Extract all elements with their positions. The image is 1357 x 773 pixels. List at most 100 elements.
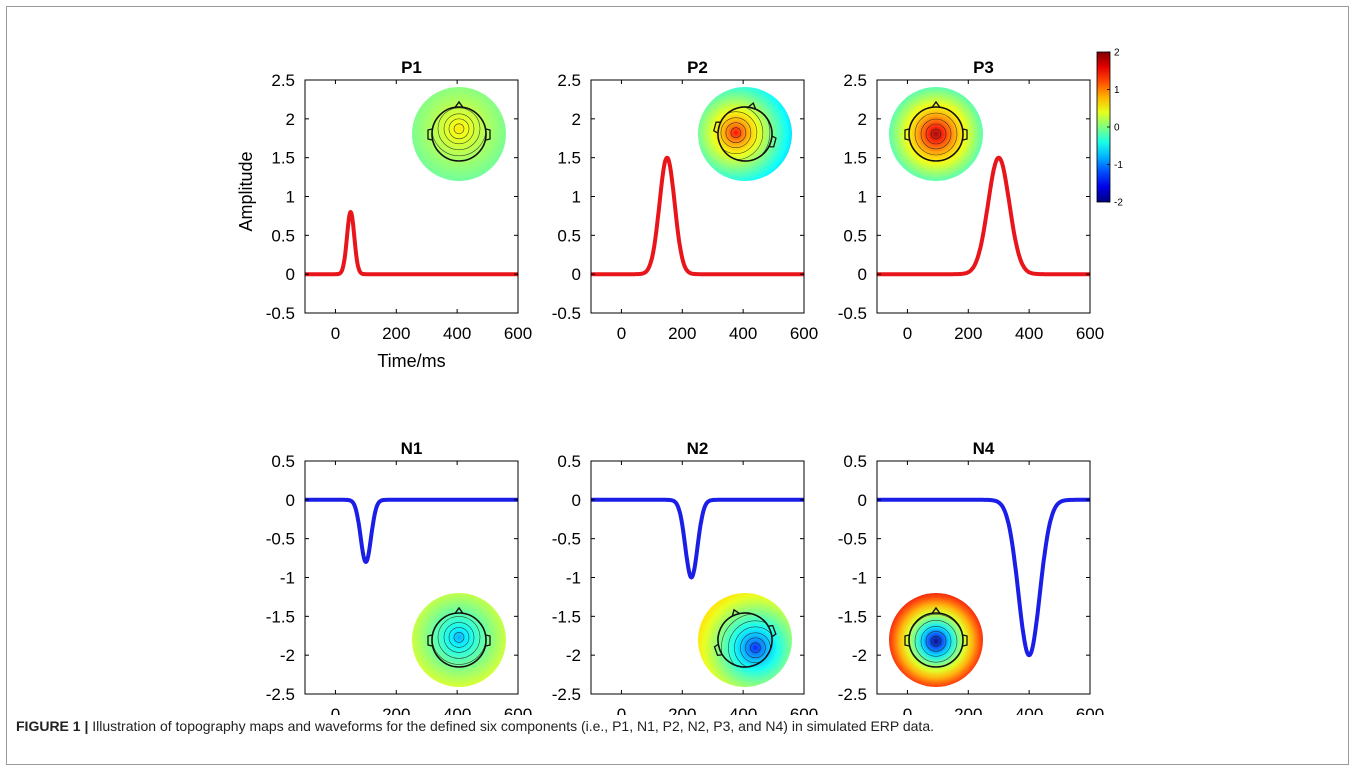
y-tick-label: -0.5 (838, 304, 867, 323)
topomap-n2 (698, 593, 792, 687)
head-outline (713, 101, 777, 162)
x-tick-label: 600 (504, 705, 532, 715)
colorbar-tick-label: 0 (1114, 123, 1120, 134)
y-tick-label: 2 (572, 110, 581, 129)
head-outline (713, 608, 777, 668)
erp-figure: -0.500.511.522.50 200 400 600P1Time/msAmpli… (236, 48, 1123, 716)
x-tick-label: 400 (1015, 324, 1043, 343)
x-tick-label: 400 (1015, 705, 1043, 715)
colorbar-tick-label: -2 (1114, 198, 1123, 209)
panel-title: N2 (687, 439, 709, 458)
x-tick-label: 600 (790, 705, 818, 715)
x-tick-label: 400 (443, 705, 471, 715)
y-tick-label: -1.5 (552, 607, 581, 626)
panel-title: N1 (401, 439, 423, 458)
panel-p3: -0.5 0 0.5 1 1.5 2 2.5 0 200 400 600 P3 (838, 58, 1104, 343)
waveform-line-n1 (303, 497, 520, 564)
topomap-contours (432, 107, 486, 161)
topomap-p3 (889, 87, 983, 181)
y-tick-label: -0.5 (266, 304, 295, 323)
y-tick-label: 2 (286, 110, 295, 129)
y-tick-label: 0 (858, 265, 867, 284)
y-tick-label: 1.5 (843, 149, 867, 168)
y-tick-label: -2.5 (266, 685, 295, 704)
panel-p2: -0.5 0 0.5 1 1.5 2 2.5 0 200 400 600 P2 (552, 58, 818, 343)
x-tick-label: 200 (668, 705, 696, 715)
y-tick-label: 0 (286, 265, 295, 284)
y-tick-label: -2 (566, 646, 581, 665)
x-tick-label: 0 (617, 705, 626, 715)
x-tick-label: 600 (790, 324, 818, 343)
head-outline (904, 100, 968, 162)
x-tick-label: 600 (1076, 705, 1104, 715)
x-tick-label: 600 (1076, 324, 1104, 343)
topomap-disc (698, 87, 792, 181)
head-outline (427, 606, 491, 668)
y-tick-label: 0.5 (557, 226, 581, 245)
y-tick-label: -0.5 (838, 530, 867, 549)
panel-title: P1 (401, 58, 422, 77)
y-tick-label: 0 (858, 491, 867, 510)
waveform-line-p3 (875, 155, 1092, 277)
topomap-contours (909, 613, 963, 667)
topomap-p2 (698, 87, 792, 181)
caption-label: FIGURE 1 | (16, 718, 89, 734)
topomap-disc (698, 593, 792, 687)
waveform-line-p1 (303, 210, 520, 277)
x-tick-label: 0 (331, 324, 340, 343)
y-tick-label: 2.5 (843, 71, 867, 90)
y-tick-label: -1.5 (266, 607, 295, 626)
figure-frame (6, 6, 1349, 765)
topomap-p1 (412, 87, 506, 181)
waveform-line-p2 (589, 155, 806, 277)
y-tick-label: 0.5 (843, 452, 867, 471)
topomap-disc (889, 87, 983, 181)
colorbar-tick-label: 2 (1114, 48, 1120, 59)
y-tick-label: 0.5 (843, 226, 867, 245)
head-outline (904, 606, 968, 668)
x-tick-label: 0 (903, 324, 912, 343)
x-tick-label: 200 (668, 324, 696, 343)
topomap-disc (412, 593, 506, 687)
x-tick-label: 200 (382, 705, 410, 715)
topomap-n4 (889, 593, 983, 687)
y-tick-label: 0 (572, 265, 581, 284)
y-tick-label: 2.5 (557, 71, 581, 90)
y-tick-label: -0.5 (552, 304, 581, 323)
y-tick-label: 1.5 (271, 149, 295, 168)
y-tick-label: -0.5 (266, 530, 295, 549)
y-tick-label: 2 (858, 110, 867, 129)
topomap-contours (909, 107, 963, 161)
x-tick-label: 0 (903, 705, 912, 715)
y-tick-label: -2.5 (552, 685, 581, 704)
y-tick-label: 0 (572, 491, 581, 510)
y-tick-label: -1 (852, 569, 867, 588)
x-tick-label: 400 (729, 324, 757, 343)
topomap-disc (889, 593, 983, 687)
panel-title: P2 (687, 58, 708, 77)
x-tick-label: 600 (504, 324, 532, 343)
x-tick-label: 0 (617, 324, 626, 343)
colorbar-tick-label: 1 (1114, 85, 1120, 96)
waveform-line-n4 (875, 497, 1092, 658)
y-tick-label: 1 (572, 188, 581, 207)
y-tick-label: 0 (286, 491, 295, 510)
x-tick-label: 0 (331, 705, 340, 715)
y-tick-label: -0.5 (552, 530, 581, 549)
x-axis-label: Time/ms (377, 351, 445, 371)
panel-n4: -2.5 -2 -1.5 -1 -0.5 0 0.5 0 200 400 600 N4 (838, 439, 1104, 715)
head-outline (427, 100, 491, 162)
y-tick-label: 1.5 (557, 149, 581, 168)
y-tick-label: 0.5 (271, 226, 295, 245)
y-tick-label: 1 (286, 188, 295, 207)
x-tick-label: 200 (954, 705, 982, 715)
y-tick-label: 0.5 (557, 452, 581, 471)
panel-n1: -2.5 -2 -1.5 -1 -0.5 0 0.5 0 200 400 600 N1 (266, 439, 532, 715)
waveform-line-n2 (589, 497, 806, 580)
colorbar: 2 1 0 -1 -2 (1096, 48, 1123, 209)
colorbar-tick-label: -1 (1114, 160, 1123, 171)
y-tick-label: 2.5 (271, 71, 295, 90)
x-tick-label: 400 (729, 705, 757, 715)
figure-caption: FIGURE 1 | Illustration of topography ma… (16, 718, 1336, 734)
panel-title: P3 (973, 58, 994, 77)
